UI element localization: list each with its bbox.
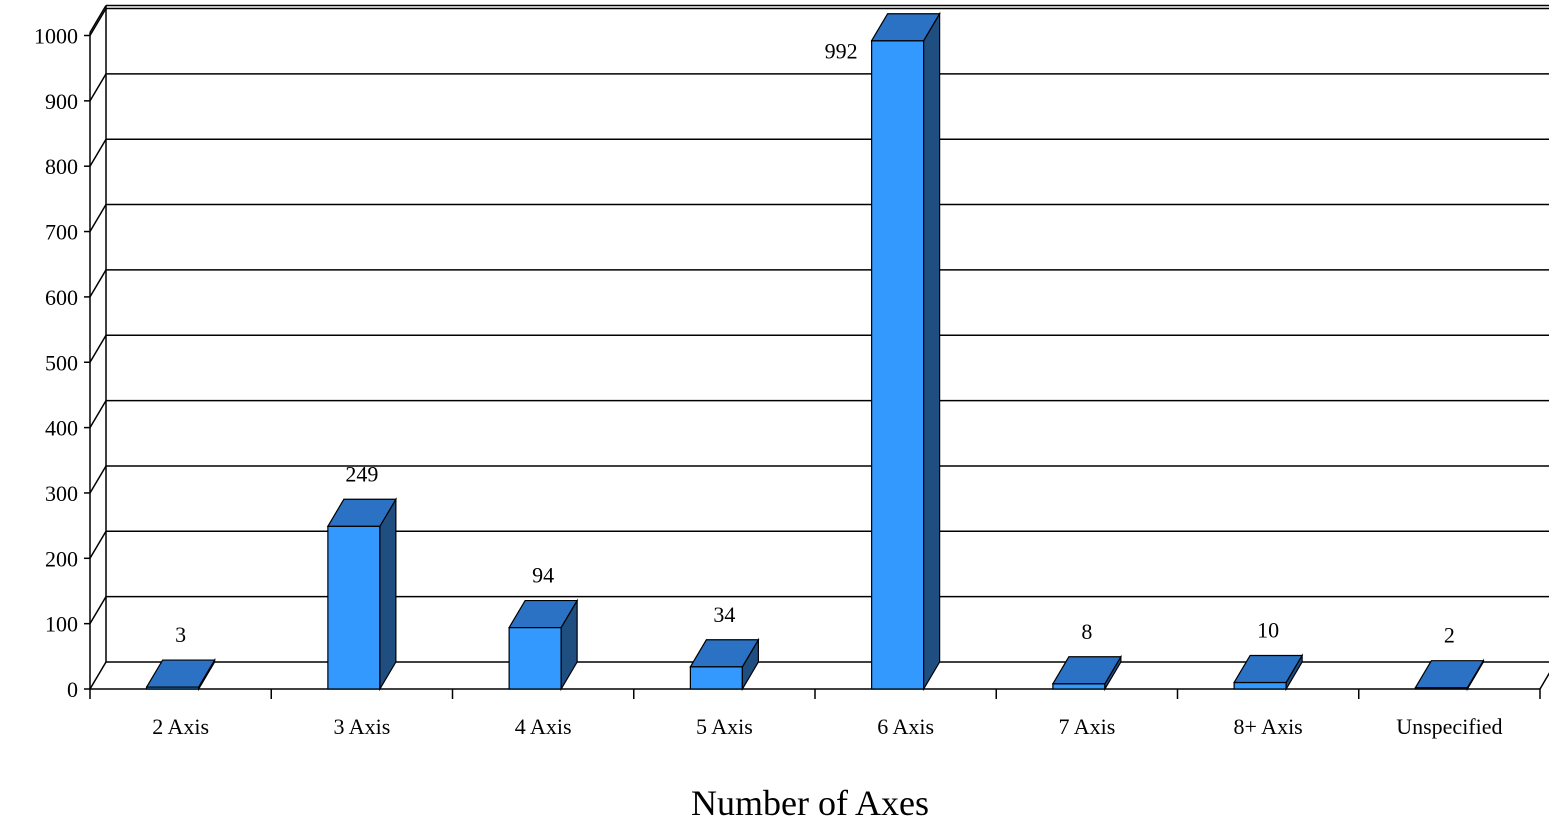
x-category-label-5: 7 Axis <box>1058 714 1115 739</box>
data-label-1: 249 <box>345 461 378 486</box>
bar-top-2 <box>508 599 579 629</box>
y-tick-labels: 0 100 200 300 400 500 600 700 800 900 1000 <box>34 24 78 703</box>
bar-front-3 <box>689 666 743 690</box>
gridline-side-300 <box>89 465 107 494</box>
data-label-6: 10 <box>1257 617 1279 642</box>
bar-top-5 <box>1051 656 1122 685</box>
bar-side-4 <box>923 11 941 692</box>
x-category-label-0: 2 Axis <box>152 714 209 739</box>
bar-5-axis <box>689 637 760 692</box>
y-tick-label-900: 900 <box>45 89 78 114</box>
gridline-side-700 <box>89 204 107 232</box>
data-label-0: 3 <box>175 622 186 647</box>
y-tick-label-700: 700 <box>45 220 78 245</box>
gridline-side-1000 <box>89 8 107 36</box>
bar-top-1 <box>326 498 397 527</box>
bar-top-4 <box>870 13 941 42</box>
bar-top-3 <box>689 639 760 668</box>
y-tick-label-500: 500 <box>45 350 78 375</box>
bar-top-7 <box>1414 660 1485 689</box>
data-label-2: 94 <box>532 563 554 588</box>
bar-front-5 <box>1052 683 1106 690</box>
bar-2-axis <box>145 657 216 692</box>
y-tick-label-0: 0 <box>67 677 78 702</box>
y-tick-label-400: 400 <box>45 416 78 441</box>
x-category-label-1: 3 Axis <box>333 714 390 739</box>
bar-front-4 <box>871 40 925 690</box>
gridline-side-500 <box>89 334 107 363</box>
gridline-side-800 <box>89 138 107 167</box>
x-category-label-4: 6 Axis <box>877 714 934 739</box>
x-category-label-2: 4 Axis <box>515 714 572 739</box>
bar-front-6 <box>1233 681 1287 690</box>
floor-right-edge <box>1539 672 1549 690</box>
bar-front-2 <box>508 626 562 690</box>
data-label-7: 2 <box>1444 623 1455 648</box>
x-category-labels: 2 Axis 3 Axis 4 Axis 5 Axis 6 Axis 7 Axis 8+ A… <box>152 714 1502 739</box>
bar-front-1 <box>327 525 381 690</box>
x-category-label-6: 8+ Axis <box>1233 714 1302 739</box>
gridline-side-400 <box>89 400 107 428</box>
y-tick-label-300: 300 <box>45 481 78 506</box>
bar-3-axis <box>326 497 397 692</box>
y-axis-top-edge <box>89 5 107 33</box>
bar-side-1 <box>379 497 397 692</box>
bar-unspecified <box>1414 658 1485 692</box>
bar-6-axis <box>870 11 941 692</box>
gridline-side-600 <box>89 269 107 298</box>
data-label-5: 8 <box>1081 619 1092 644</box>
y-tick-label-1000: 1000 <box>34 24 78 49</box>
bar-8-axis <box>1233 653 1304 692</box>
gridline-side-0 <box>89 661 107 690</box>
x-category-label-3: 5 Axis <box>696 714 753 739</box>
y-tick-label-800: 800 <box>45 154 78 179</box>
bar-7-axis <box>1051 654 1122 692</box>
data-label-4: 992 <box>825 39 858 64</box>
y-tick-label-200: 200 <box>45 546 78 571</box>
y-tick-label-600: 600 <box>45 285 78 310</box>
gridline-side-900 <box>89 73 107 102</box>
gridlines <box>89 7 1549 690</box>
x-category-label-7: Unspecified <box>1396 714 1502 739</box>
gridline-side-200 <box>89 530 107 559</box>
bar-top-0 <box>145 659 216 688</box>
axes <box>84 4 1549 699</box>
y-tick-label-100: 100 <box>45 612 78 637</box>
bars <box>145 11 1485 692</box>
data-labels: 3 249 94 34 992 8 10 2 <box>175 39 1455 648</box>
bar-4-axis <box>508 598 579 692</box>
data-label-3: 34 <box>713 602 735 627</box>
gridline-side-100 <box>89 596 107 625</box>
x-axis-title: Number of Axes <box>691 783 929 823</box>
bar-top-6 <box>1233 654 1304 684</box>
